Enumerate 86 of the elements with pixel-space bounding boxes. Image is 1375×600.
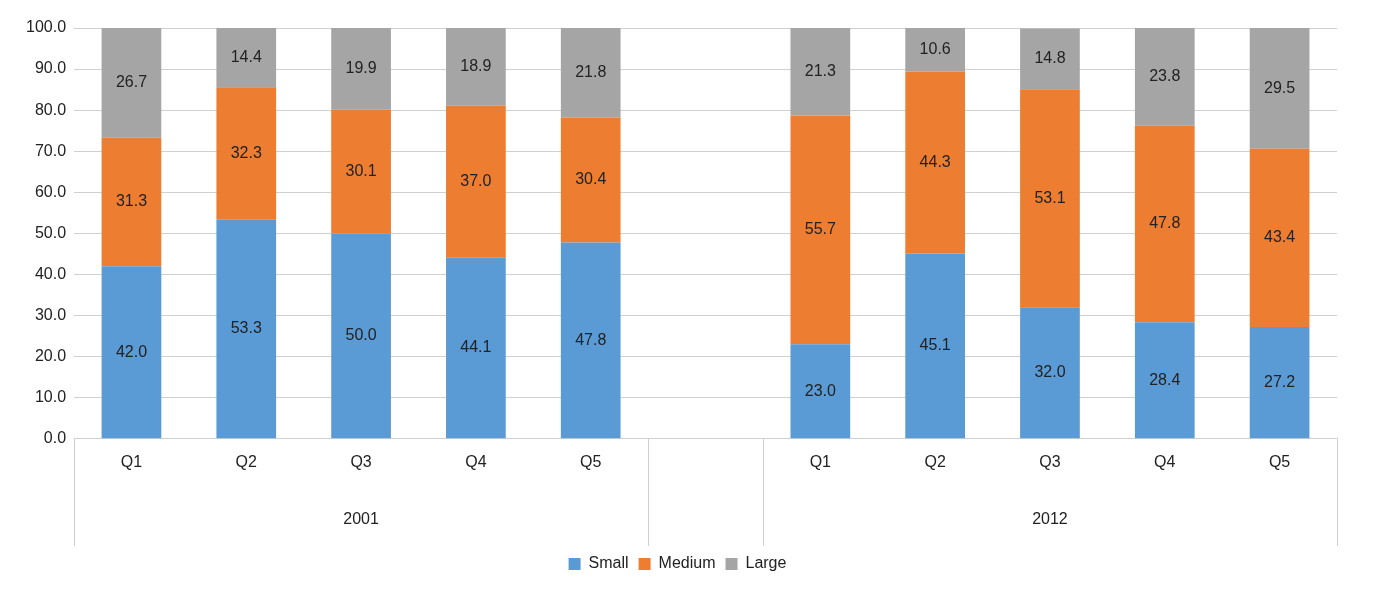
data-label: 53.1 <box>1034 188 1066 206</box>
x-tick-label: Q1 <box>809 452 832 470</box>
y-tick-label: 100.0 <box>25 18 67 36</box>
data-label: 32.0 <box>1034 363 1066 381</box>
x-tick-label: Q3 <box>1039 452 1061 470</box>
data-label: 14.4 <box>230 47 262 65</box>
x-tick-label: Q4 <box>465 452 487 470</box>
data-label: 23.0 <box>804 381 837 399</box>
x-tick-label: Q2 <box>235 452 258 470</box>
bar <box>101 28 162 138</box>
bar <box>1134 28 1195 126</box>
y-tick-label: 40.0 <box>34 264 67 282</box>
data-label: 42.0 <box>115 342 148 360</box>
data-label: 23.8 <box>1149 67 1181 85</box>
data-label: 32.3 <box>230 143 262 161</box>
bar <box>446 28 506 106</box>
bar <box>905 71 965 254</box>
data-label: 14.8 <box>1034 49 1066 67</box>
y-tick-label: 80.0 <box>34 100 67 118</box>
x-tick-label: Q2 <box>924 452 946 470</box>
y-tick-label: 10.0 <box>34 388 67 406</box>
data-label: 55.7 <box>804 220 837 238</box>
x-tick-label: Q5 <box>1268 452 1291 470</box>
data-label: 21.8 <box>575 63 607 81</box>
data-label: 30.1 <box>345 161 377 179</box>
bar <box>560 242 621 439</box>
data-label: 29.5 <box>1264 78 1296 96</box>
bar <box>331 233 391 439</box>
y-tick-label: 0.0 <box>43 429 67 447</box>
bar <box>216 28 277 88</box>
bar <box>1134 322 1195 439</box>
data-label: 43.4 <box>1264 228 1296 246</box>
bar <box>1249 148 1310 328</box>
y-tick-label: 70.0 <box>34 141 67 159</box>
bar <box>790 28 851 116</box>
bar <box>1020 28 1080 90</box>
x-tick-label: Q3 <box>350 452 372 470</box>
data-label: 10.6 <box>919 40 951 58</box>
bar <box>101 137 162 267</box>
text: 2001 <box>343 510 379 528</box>
y-tick-label: 50.0 <box>34 223 67 241</box>
bar <box>1020 89 1080 308</box>
bar <box>790 115 851 345</box>
x-tick-label: Q4 <box>1154 452 1176 470</box>
bar <box>905 28 965 72</box>
bar <box>1020 307 1080 439</box>
data-label: 27.2 <box>1264 373 1296 391</box>
data-label: 44.1 <box>460 338 492 356</box>
bar <box>331 109 391 234</box>
bar <box>216 87 277 220</box>
bar <box>446 257 506 439</box>
legend-label: Small <box>588 554 629 572</box>
bar <box>216 219 277 439</box>
y-tick-label: 60.0 <box>34 182 67 200</box>
text: 2012 <box>1032 510 1068 528</box>
data-label: 47.8 <box>575 330 607 348</box>
bar <box>905 253 965 439</box>
bar <box>560 28 621 118</box>
y-tick-label: 30.0 <box>34 305 67 323</box>
y-tick-label: 20.0 <box>34 347 67 365</box>
data-label: 30.4 <box>575 170 607 188</box>
legend-label: Medium <box>658 554 716 572</box>
data-label: 28.4 <box>1149 370 1181 388</box>
bar <box>446 105 506 258</box>
data-label: 21.3 <box>804 62 837 80</box>
data-label: 19.9 <box>345 59 377 77</box>
data-label: 50.0 <box>345 326 377 344</box>
legend-label: Large <box>745 554 787 572</box>
data-label: 18.9 <box>460 57 492 75</box>
bar <box>790 344 851 439</box>
data-label: 26.7 <box>115 73 148 91</box>
data-label: 53.3 <box>230 319 262 337</box>
bar <box>1134 125 1195 323</box>
bar <box>560 117 621 243</box>
bar <box>331 28 391 110</box>
data-label: 37.0 <box>460 172 492 190</box>
bar <box>1249 327 1310 439</box>
data-label: 31.3 <box>115 192 148 210</box>
data-label: 45.1 <box>919 336 951 354</box>
data-label: 47.8 <box>1149 214 1181 232</box>
bar <box>101 266 162 439</box>
data-label: 44.3 <box>919 152 951 170</box>
bar <box>1249 28 1310 149</box>
x-tick-label: Q5 <box>580 452 602 470</box>
y-tick-label: 90.0 <box>34 59 67 77</box>
x-tick-label: Q1 <box>120 452 143 470</box>
